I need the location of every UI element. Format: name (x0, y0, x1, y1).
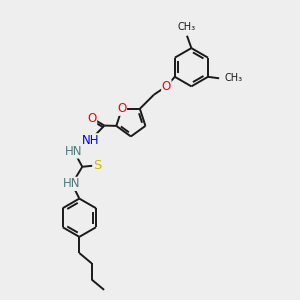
Text: O: O (117, 102, 127, 115)
Text: O: O (162, 80, 171, 93)
Text: CH₃: CH₃ (178, 22, 196, 32)
Text: O: O (87, 112, 97, 125)
Text: S: S (93, 159, 101, 172)
Text: CH₃: CH₃ (224, 73, 243, 83)
Text: HN: HN (63, 177, 81, 190)
Text: NH: NH (82, 134, 99, 147)
Text: HN: HN (65, 145, 83, 158)
